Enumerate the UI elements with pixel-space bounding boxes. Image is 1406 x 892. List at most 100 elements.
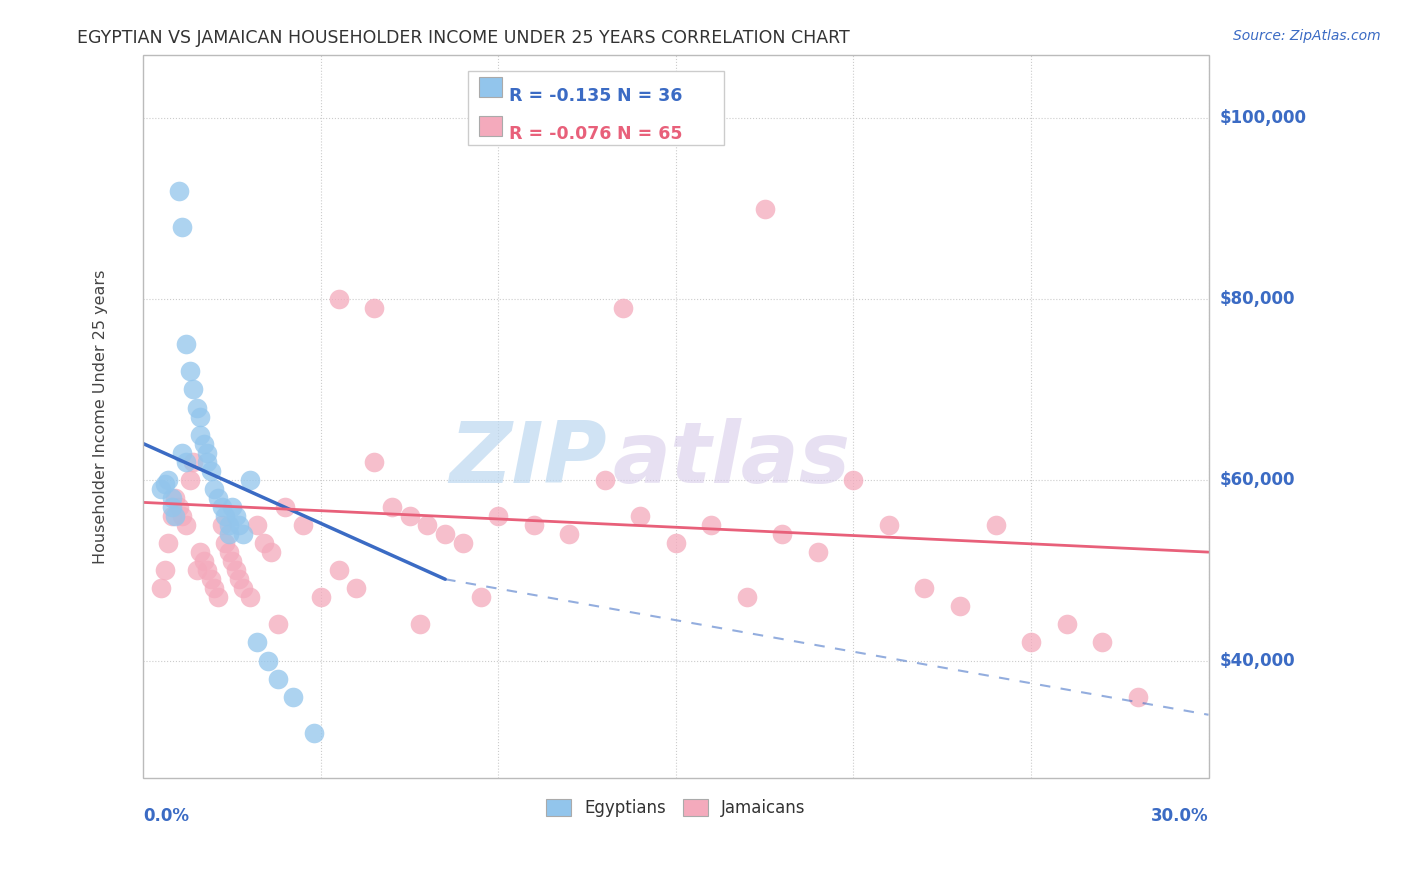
Point — [193, 436, 215, 450]
Point — [186, 401, 208, 415]
Point — [150, 581, 173, 595]
Point — [949, 599, 972, 614]
Point — [228, 572, 250, 586]
Point — [735, 591, 758, 605]
Point — [172, 446, 194, 460]
Point — [558, 527, 581, 541]
Point — [346, 581, 368, 595]
Point — [700, 518, 723, 533]
Point — [172, 508, 194, 523]
Point — [221, 554, 243, 568]
Point — [218, 518, 240, 533]
Point — [214, 508, 236, 523]
Point — [984, 518, 1007, 533]
Point — [409, 617, 432, 632]
Point — [1126, 690, 1149, 704]
Point — [195, 563, 218, 577]
Point — [309, 591, 332, 605]
Point — [211, 500, 233, 514]
Point — [246, 518, 269, 533]
Point — [267, 672, 290, 686]
Point — [181, 455, 204, 469]
Text: Source: ZipAtlas.com: Source: ZipAtlas.com — [1233, 29, 1381, 43]
Point — [228, 518, 250, 533]
Point — [207, 491, 229, 505]
Bar — [479, 77, 502, 97]
Point — [772, 527, 794, 541]
Point — [470, 591, 492, 605]
Text: $100,000: $100,000 — [1219, 110, 1306, 128]
Point — [612, 301, 634, 315]
Point — [200, 572, 222, 586]
Text: R = -0.076: R = -0.076 — [509, 125, 612, 143]
Point — [157, 473, 180, 487]
Point — [232, 581, 254, 595]
Point — [174, 455, 197, 469]
Point — [153, 477, 176, 491]
Text: $40,000: $40,000 — [1219, 651, 1295, 670]
Point — [488, 508, 510, 523]
Point — [842, 473, 865, 487]
Point — [200, 464, 222, 478]
Bar — [143, 55, 1209, 778]
Point — [807, 545, 830, 559]
Point — [174, 337, 197, 351]
Point — [363, 301, 385, 315]
Point — [157, 536, 180, 550]
Point — [195, 455, 218, 469]
Text: Householder Income Under 25 years: Householder Income Under 25 years — [93, 269, 108, 564]
Point — [174, 518, 197, 533]
Point — [328, 292, 350, 306]
Point — [256, 654, 278, 668]
Point — [267, 617, 290, 632]
Point — [665, 536, 688, 550]
Point — [160, 508, 183, 523]
Point — [451, 536, 474, 550]
Point — [398, 508, 420, 523]
Point — [523, 518, 546, 533]
Point — [207, 591, 229, 605]
Point — [381, 500, 404, 514]
Point — [260, 545, 283, 559]
Text: R = -0.135: R = -0.135 — [509, 87, 612, 105]
Text: $60,000: $60,000 — [1219, 471, 1295, 489]
Point — [160, 491, 183, 505]
Bar — [479, 116, 502, 136]
Text: 30.0%: 30.0% — [1152, 807, 1209, 825]
Point — [274, 500, 297, 514]
Point — [167, 500, 190, 514]
Text: atlas: atlas — [612, 418, 851, 501]
Point — [188, 545, 211, 559]
Point — [188, 409, 211, 424]
Text: N = 65: N = 65 — [617, 125, 683, 143]
Point — [188, 427, 211, 442]
Point — [754, 202, 776, 216]
Point — [218, 527, 240, 541]
Point — [1019, 635, 1042, 649]
Point — [204, 581, 226, 595]
Point — [292, 518, 315, 533]
Point — [172, 219, 194, 234]
Point — [225, 563, 247, 577]
Point — [246, 635, 269, 649]
Point — [167, 184, 190, 198]
Point — [630, 508, 652, 523]
Point — [218, 545, 240, 559]
Point — [179, 364, 201, 378]
Point — [239, 473, 262, 487]
Text: ZIP: ZIP — [449, 418, 607, 501]
Point — [302, 726, 325, 740]
Point — [214, 536, 236, 550]
Point — [195, 446, 218, 460]
Point — [1091, 635, 1114, 649]
Point — [225, 508, 247, 523]
Point — [1056, 617, 1078, 632]
Point — [232, 527, 254, 541]
Point — [153, 563, 176, 577]
Point — [328, 563, 350, 577]
Point — [160, 500, 183, 514]
Point — [281, 690, 304, 704]
Point — [165, 508, 187, 523]
Point — [416, 518, 439, 533]
Point — [186, 563, 208, 577]
